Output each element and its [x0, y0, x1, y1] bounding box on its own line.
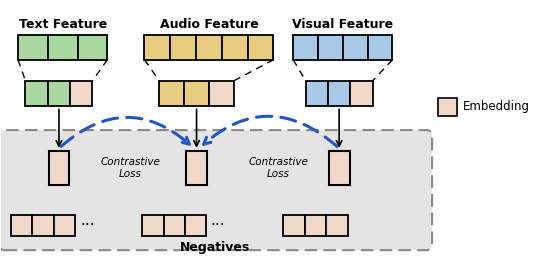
Bar: [159, 81, 184, 106]
Text: Audio Feature: Audio Feature: [160, 18, 258, 31]
Text: ···: ···: [210, 218, 225, 233]
Text: Contrastive
Loss: Contrastive Loss: [248, 157, 308, 179]
Bar: [306, 81, 328, 106]
Bar: [185, 215, 206, 236]
Bar: [26, 81, 48, 106]
Bar: [184, 81, 209, 106]
Bar: [329, 151, 349, 185]
Bar: [48, 81, 70, 106]
Bar: [145, 35, 170, 60]
Bar: [222, 35, 248, 60]
Bar: [78, 35, 107, 60]
Bar: [318, 35, 343, 60]
Bar: [142, 215, 163, 236]
Text: ···: ···: [80, 218, 95, 233]
Bar: [284, 215, 305, 236]
Bar: [18, 35, 48, 60]
Bar: [248, 35, 273, 60]
Bar: [49, 151, 69, 185]
Text: Embedding: Embedding: [463, 100, 530, 113]
Bar: [343, 35, 368, 60]
Bar: [293, 35, 318, 60]
Text: Negatives: Negatives: [180, 241, 250, 254]
Bar: [368, 35, 392, 60]
Bar: [350, 81, 373, 106]
FancyArrowPatch shape: [204, 116, 337, 146]
Bar: [54, 215, 75, 236]
Bar: [438, 98, 457, 116]
Bar: [305, 215, 326, 236]
Bar: [196, 35, 222, 60]
Text: Visual Feature: Visual Feature: [292, 18, 393, 31]
Bar: [48, 35, 78, 60]
FancyBboxPatch shape: [0, 130, 432, 250]
Text: Text Feature: Text Feature: [19, 18, 107, 31]
Text: Contrastive
Loss: Contrastive Loss: [100, 157, 160, 179]
Bar: [11, 215, 32, 236]
Bar: [328, 81, 350, 106]
Bar: [32, 215, 54, 236]
Bar: [163, 215, 185, 236]
Bar: [170, 35, 196, 60]
Bar: [209, 81, 234, 106]
Bar: [186, 151, 207, 185]
Bar: [326, 215, 348, 236]
Bar: [70, 81, 92, 106]
FancyArrowPatch shape: [61, 117, 189, 146]
